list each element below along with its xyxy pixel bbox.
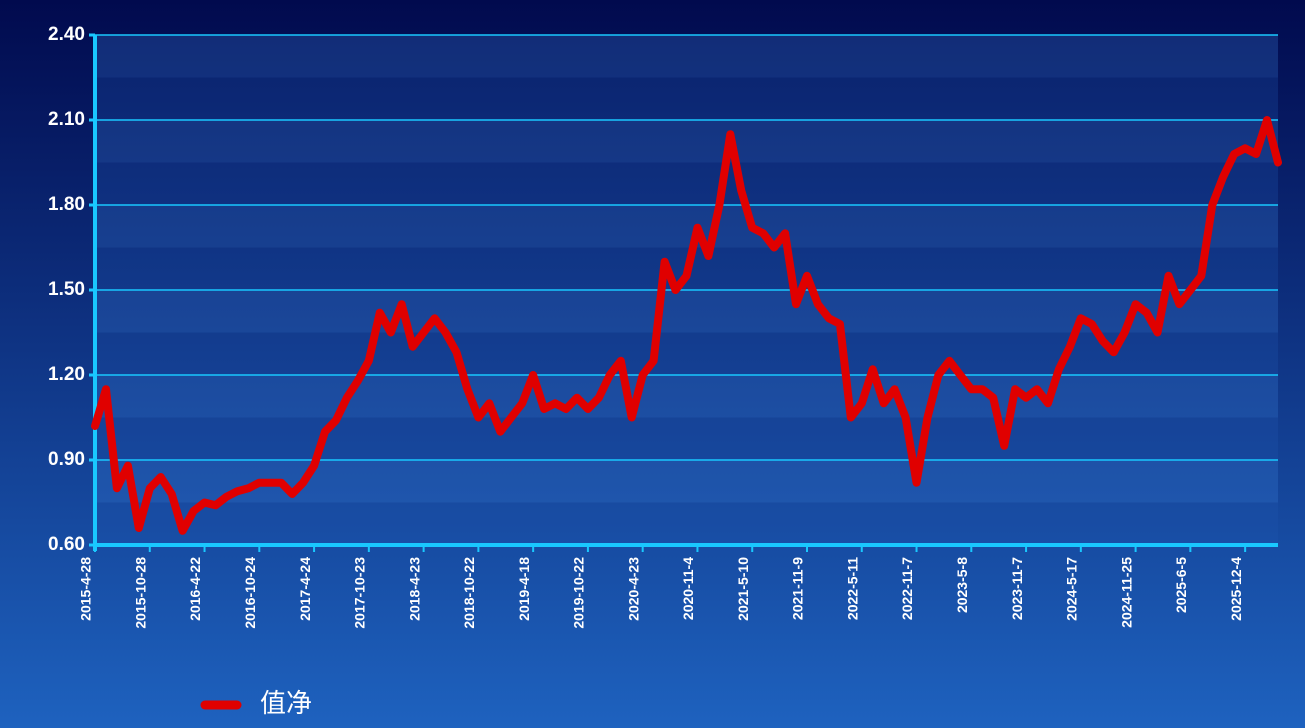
x-tick-label: 2024-5-17 — [1064, 557, 1080, 621]
legend-label: 值净 — [260, 688, 312, 718]
x-tick-label: 2025-12-4 — [1228, 557, 1244, 621]
x-tick-label: 2025-6-5 — [1173, 557, 1189, 613]
plot-band — [95, 77, 1278, 120]
x-tick-label: 2023-5-8 — [954, 557, 970, 613]
plot-band — [95, 290, 1278, 333]
x-tick-label: 2016-10-24 — [242, 557, 258, 629]
x-tick-label: 2018-4-23 — [406, 557, 422, 621]
plot-band — [95, 35, 1278, 78]
x-tick-label: 2015-10-28 — [132, 557, 148, 629]
plot-band — [95, 162, 1278, 205]
plot-band — [95, 417, 1278, 460]
y-tick-label: 1.80 — [48, 194, 85, 215]
y-tick-label: 2.10 — [48, 109, 85, 130]
x-tick-label: 2024-11-25 — [1118, 557, 1134, 628]
x-tick-label: 2020-4-23 — [625, 557, 641, 621]
data-line — [91, 116, 1282, 535]
plot-band — [95, 375, 1278, 418]
x-tick-label: 2017-10-23 — [352, 557, 368, 629]
y-tick-label: 0.90 — [48, 449, 85, 470]
x-tick-label: 2021-11-9 — [790, 557, 806, 620]
x-tick-label: 2019-4-18 — [516, 557, 532, 621]
y-tick-label: 1.50 — [48, 279, 85, 300]
x-tick-label: 2023-11-7 — [1009, 557, 1025, 620]
x-tick-label: 2015-4-28 — [78, 557, 94, 621]
y-tick-label: 0.60 — [48, 534, 85, 555]
y-tick-label: 2.40 — [48, 24, 85, 45]
x-tick-label: 2016-4-22 — [187, 557, 203, 621]
plot-band — [95, 205, 1278, 248]
x-tick-label: 2021-5-10 — [735, 557, 751, 621]
x-tick-label: 2019-10-22 — [571, 557, 587, 629]
x-tick-label: 2020-11-4 — [680, 557, 696, 620]
x-tick-label: 2022-11-7 — [899, 557, 915, 620]
y-tick-label: 1.20 — [48, 364, 85, 385]
x-tick-label: 2017-4-24 — [297, 557, 313, 621]
plot-band — [95, 120, 1278, 163]
x-tick-label: 2022-5-11 — [844, 557, 860, 620]
plot-band — [95, 332, 1278, 375]
x-tick-label: 2018-10-22 — [461, 557, 477, 629]
plot-band — [95, 502, 1278, 545]
